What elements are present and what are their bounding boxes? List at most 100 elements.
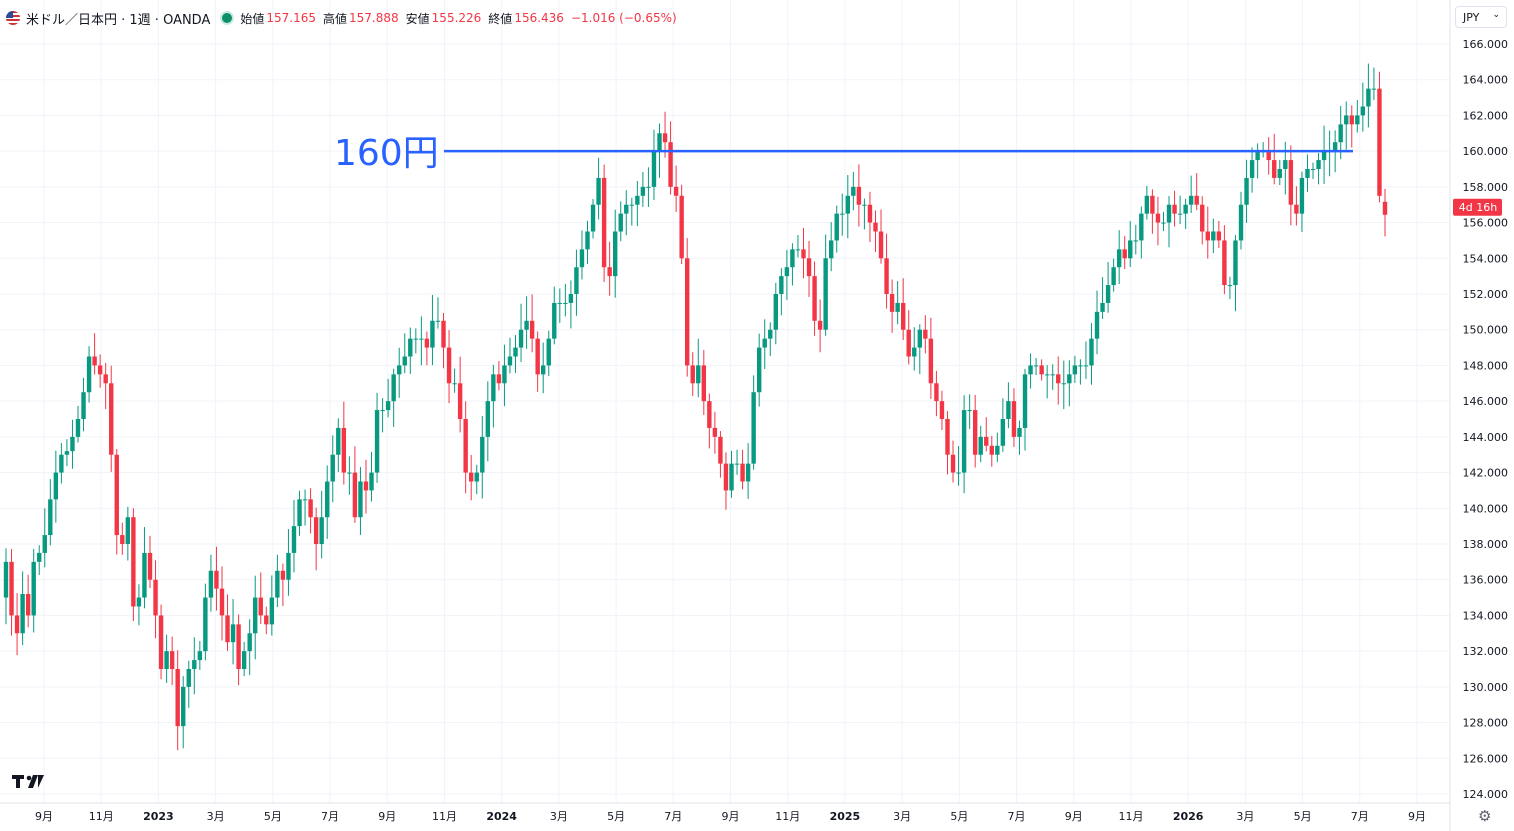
candle-body [978, 436, 983, 455]
tradingview-logo-icon[interactable] [12, 773, 44, 789]
candle-body [1266, 151, 1271, 161]
candle-body [1272, 160, 1277, 178]
price-axis[interactable]: 124.000 126.000 128.000 130.000 132.000 134.0… [1449, 0, 1509, 831]
candle-body [1033, 365, 1039, 367]
candle-body [391, 374, 396, 402]
candle-body [424, 338, 430, 348]
candle-body [286, 552, 291, 580]
candle-body [25, 594, 31, 616]
candle-body [1177, 213, 1183, 215]
candle-body [712, 427, 718, 437]
candle-body [1238, 204, 1244, 241]
open-label: 始値 [240, 11, 265, 26]
x-tick-label: 3月 [207, 810, 225, 823]
candle-body [1083, 365, 1089, 367]
candle-body [817, 320, 823, 330]
time-axis[interactable]: 9月 11月 2023 3月 5月 7月 9月 11月 2024 3月 5月 7月 9月 11月 2025 3… [0, 802, 1450, 823]
candle-body [834, 213, 839, 241]
candle-body [939, 401, 945, 419]
candle-body [48, 499, 53, 536]
candle-body [889, 294, 895, 312]
candle-body [895, 302, 900, 312]
candle-body [984, 436, 989, 446]
candle-body [1283, 160, 1288, 169]
candle-body [862, 204, 867, 206]
candle-body [53, 472, 59, 500]
candle-body [1211, 231, 1216, 241]
candle-body [230, 624, 236, 643]
y-tick-label: 146.000 [1463, 395, 1509, 408]
candle-body [1061, 383, 1066, 385]
candle-body [823, 258, 828, 330]
candle-body [103, 374, 108, 384]
candle-body [247, 633, 252, 652]
candle-body [125, 517, 131, 544]
candle-body [541, 365, 546, 375]
low-value: 155.226 [431, 11, 482, 25]
candle-body [729, 463, 734, 491]
candle-body [1056, 374, 1061, 384]
gear-icon[interactable]: ⚙ [1478, 807, 1492, 825]
chevron-down-icon: ⌄ [1492, 10, 1500, 20]
candle-body [192, 660, 197, 669]
candle-body [873, 222, 878, 232]
candle-body [812, 276, 817, 321]
candle-body [441, 320, 446, 348]
annotation-160[interactable]: 160円 [334, 133, 1353, 174]
candle-body [380, 410, 385, 412]
candle-body [629, 204, 635, 206]
candle-body [546, 338, 551, 366]
candle-body [358, 481, 363, 518]
candle-body [828, 240, 834, 259]
candle-body [723, 463, 729, 491]
candle-body [779, 276, 784, 294]
y-tick-label: 162.000 [1463, 109, 1509, 122]
candle-body [1100, 302, 1105, 312]
candle-body [745, 463, 751, 482]
candle-body [1017, 427, 1022, 437]
symbol-label[interactable]: 米ドル／日本円 · 1週 · OANDA [26, 12, 211, 28]
candle-body [313, 517, 319, 544]
candle-body [203, 597, 208, 652]
candle-body [491, 374, 496, 402]
candle-body [92, 356, 97, 366]
market-status-icon[interactable] [222, 13, 233, 23]
candle-body [679, 195, 684, 259]
grid-lines [0, 0, 1450, 803]
candle-body [1111, 267, 1116, 286]
candle-body [1249, 160, 1255, 178]
x-tick-label: 7月 [1351, 810, 1369, 823]
candle-body [280, 570, 286, 580]
candle-body [900, 302, 906, 330]
x-tick-label: 9月 [35, 810, 53, 823]
candle-body [81, 392, 86, 419]
candle-body [86, 356, 92, 393]
candle-body [9, 561, 14, 616]
candle-body [640, 186, 646, 196]
candle-body [507, 356, 513, 366]
us-flag-icon [6, 11, 20, 25]
change-value: −1.016 (−0.65%) [570, 11, 677, 25]
candle-body [568, 294, 574, 303]
candle-body [1044, 374, 1050, 376]
candle-body [42, 535, 47, 553]
open-value: 157.165 [266, 11, 317, 25]
candle-body [668, 142, 673, 187]
candle-body [175, 669, 180, 727]
annotation-label[interactable]: 160円 [334, 133, 439, 174]
y-tick-label: 158.000 [1463, 181, 1509, 194]
candle-body [734, 463, 740, 465]
candle-body [950, 454, 956, 473]
currency-selector[interactable]: JPY ⌄ [1455, 6, 1507, 28]
candle-body [1139, 213, 1144, 241]
candle-body [258, 597, 263, 616]
candle-body [1194, 195, 1199, 205]
x-tick-label: 3月 [1236, 810, 1254, 823]
candle-body [97, 365, 103, 375]
candle-body [1277, 169, 1282, 178]
candle-body [1377, 88, 1382, 196]
candle-body [884, 258, 889, 294]
candle-body [518, 329, 524, 348]
candle-body [1299, 177, 1305, 214]
